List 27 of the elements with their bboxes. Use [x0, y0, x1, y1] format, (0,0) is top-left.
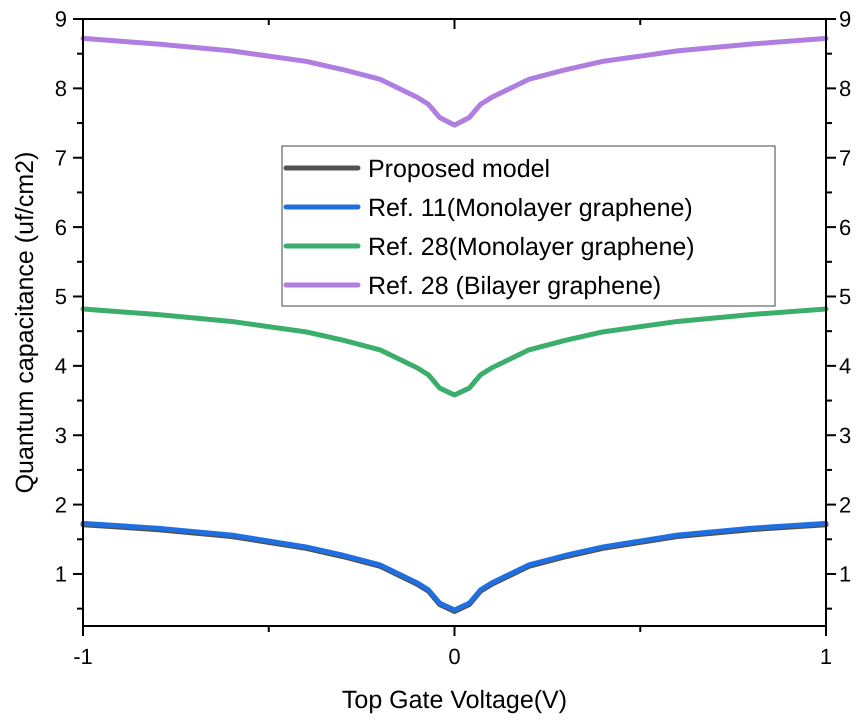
y2-tick-label: 3 [839, 422, 852, 448]
y2-tick-label: 5 [839, 284, 852, 310]
y-tick-label: 8 [54, 76, 67, 102]
y2-tick-label: 9 [839, 6, 852, 32]
y-tick-label: 2 [54, 492, 67, 518]
y-tick-label: 9 [54, 6, 67, 32]
y-tick-label: 4 [54, 354, 67, 379]
y-axis-title: Quantum capacitance (uf/cm2) [11, 152, 39, 494]
legend-label: Ref. 28(Monolayer graphene) [368, 232, 695, 261]
x-tick-label: 0 [448, 644, 461, 669]
y2-tick-label: 6 [839, 214, 852, 240]
x-tick-label: -1 [73, 644, 93, 669]
legend-label: Ref. 11(Monolayer graphene) [368, 194, 693, 222]
legend-label: Ref. 28 (Bilayer graphene) [368, 272, 662, 300]
y-tick-label: 7 [54, 145, 67, 170]
y2-tick-label: 4 [839, 354, 852, 379]
y2-tick-label: 8 [839, 76, 852, 102]
x-tick-label: 1 [820, 644, 832, 669]
y-tick-label: 6 [54, 214, 67, 240]
y2-tick-label: 7 [839, 145, 852, 170]
y-tick-label: 3 [54, 422, 67, 448]
y2-tick-label: 1 [839, 562, 852, 587]
y2-tick-label: 2 [839, 492, 852, 518]
y-tick-label: 1 [54, 562, 67, 587]
legend-label: Proposed model [368, 154, 550, 183]
y-tick-label: 5 [54, 284, 67, 310]
x-axis-title: Top Gate Voltage(V) [342, 686, 568, 714]
